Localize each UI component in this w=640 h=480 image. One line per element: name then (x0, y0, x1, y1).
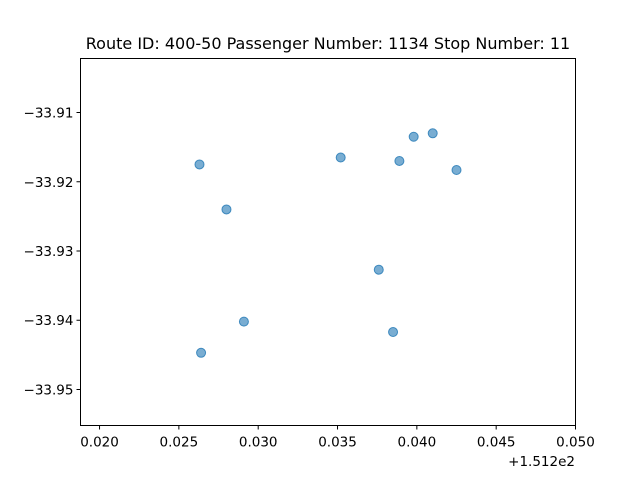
data-point (427, 128, 438, 139)
data-point (335, 152, 346, 163)
data-point (373, 264, 384, 275)
data-point (394, 155, 405, 166)
x-tick-label: 0.050 (556, 435, 595, 451)
x-tick-label: 0.020 (80, 435, 119, 451)
y-axis: −33.91 −33.92 −33.93 −33.94 −33.95 (24, 106, 81, 398)
x-tick-label: 0.035 (318, 435, 357, 451)
x-tick-label: 0.030 (239, 435, 278, 451)
x-tick-label: 0.025 (160, 435, 199, 451)
data-points (194, 128, 462, 358)
data-point (451, 164, 462, 175)
y-tick-label: −33.93 (24, 244, 74, 260)
y-tick-label: −33.92 (24, 175, 74, 191)
data-point (408, 131, 419, 142)
plot-frame (80, 58, 576, 426)
data-point (196, 347, 207, 358)
x-tick-label: 0.040 (398, 435, 437, 451)
y-tick-label: −33.91 (24, 106, 74, 122)
x-tick-label: 0.045 (477, 435, 516, 451)
y-tick-label: −33.95 (24, 382, 74, 398)
y-tick-label: −33.94 (24, 313, 74, 329)
data-point (221, 204, 232, 215)
x-offset-label: +1.512e2 (508, 454, 575, 470)
data-point (194, 159, 205, 170)
data-point (238, 316, 249, 327)
data-point (388, 327, 399, 338)
chart-title: Route ID: 400-50 Passenger Number: 1134 … (86, 34, 570, 53)
x-axis: 0.020 0.025 0.030 0.035 0.040 0.045 0.050 (80, 425, 595, 451)
